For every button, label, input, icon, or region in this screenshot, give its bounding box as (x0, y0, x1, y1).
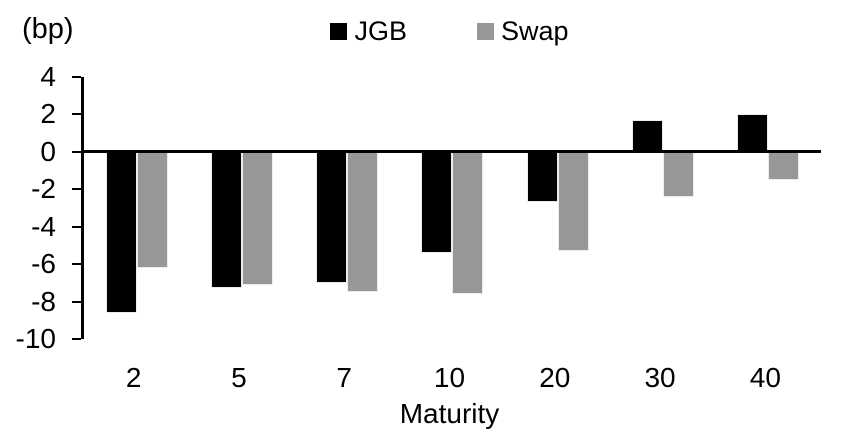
y-tick-label: -4 (31, 210, 56, 242)
bar-jgb (737, 114, 769, 152)
x-tick-label: 2 (125, 362, 142, 393)
bar-swap (768, 151, 800, 180)
bar-jgb (526, 151, 558, 203)
y-tick-mark (72, 150, 81, 153)
x-axis-title: Maturity (399, 398, 500, 429)
bar-group-7 (295, 77, 400, 339)
y-tick-label: 2 (40, 98, 56, 130)
y-tick-label: 0 (40, 135, 56, 167)
y-axis-tick-labels: 4 2 0 -2 -4 -6 -8 -10 (0, 62, 56, 354)
bar-jgb (421, 151, 453, 253)
bar-jgb (105, 151, 137, 313)
y-tick-mark (72, 76, 81, 78)
x-axis-category-labels: 2 5 7 10 20 30 40 (81, 362, 818, 394)
y-tick-label: -6 (31, 248, 56, 280)
legend-label: JGB (354, 16, 407, 46)
bar-group-20 (505, 77, 610, 339)
y-tick-mark (72, 263, 81, 266)
y-tick-label: 4 (40, 61, 56, 92)
y-tick-mark (72, 338, 81, 340)
y-tick-mark (72, 225, 81, 228)
x-tick-label: 5 (231, 362, 247, 393)
bar-swap (241, 151, 273, 285)
legend: JGB Swap (81, 16, 818, 46)
bar-group-2 (84, 77, 189, 339)
x-tick-label: 30 (644, 362, 676, 393)
bar-group-10 (400, 77, 505, 339)
bar-jgb (210, 151, 242, 289)
bar-swap (557, 151, 589, 252)
legend-item-swap: Swap (476, 16, 569, 46)
plot-area (72, 76, 821, 340)
y-tick-label: -10 (15, 323, 56, 354)
x-tick-label: 10 (433, 362, 466, 393)
y-tick-mark (72, 300, 81, 303)
y-tick-mark (72, 113, 81, 116)
legend-swatch-icon (476, 22, 494, 40)
bar-jgb (316, 151, 348, 283)
bar-group-30 (610, 77, 715, 339)
x-tick-label: 40 (749, 362, 781, 393)
bar-jgb (632, 120, 664, 152)
y-tick-label: -8 (31, 285, 56, 317)
legend-label: Swap (500, 16, 569, 46)
x-tick-label: 7 (336, 362, 352, 393)
y-axis-unit-label: (bp) (22, 13, 74, 45)
legend-item-jgb: JGB (330, 16, 407, 46)
bar-swap (347, 151, 379, 293)
bar-group-40 (716, 77, 821, 339)
legend-swatch-icon (330, 22, 348, 40)
bar-swap (663, 151, 695, 197)
y-tick-mark (72, 188, 81, 191)
zero-axis-line (84, 150, 821, 154)
x-tick-label: 20 (539, 362, 571, 393)
bar-group-5 (189, 77, 294, 339)
bar-swap (452, 151, 484, 295)
bar-swap (136, 151, 168, 268)
y-tick-label: -2 (31, 173, 56, 205)
